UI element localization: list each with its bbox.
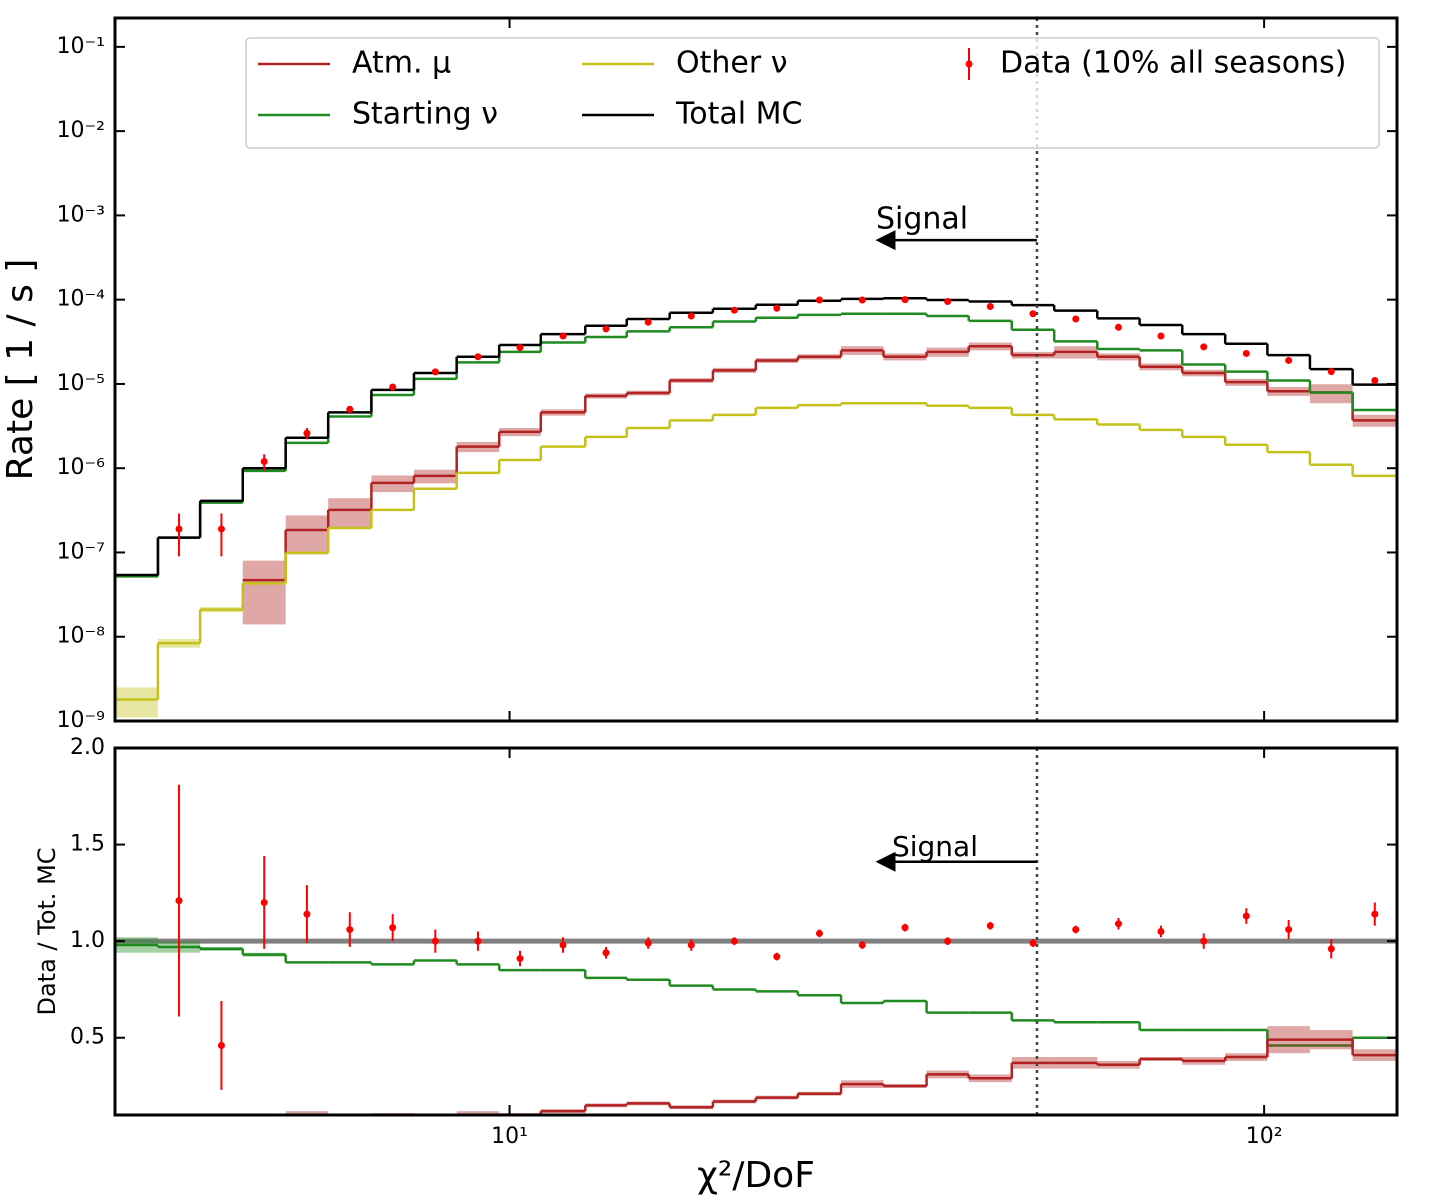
data-point [986, 302, 994, 310]
error-band [456, 1111, 500, 1115]
data-point [389, 924, 397, 932]
data-point [1029, 310, 1037, 318]
data-point [1072, 926, 1080, 934]
data-point [175, 897, 183, 905]
data-point [687, 312, 695, 320]
y-tick-label: 10⁻³ [57, 202, 105, 227]
data-point [1371, 376, 1379, 384]
data-point [431, 368, 439, 376]
error-band [242, 560, 286, 625]
data-point [815, 929, 823, 937]
legend-box [245, 37, 1380, 149]
y-tick-label: 10⁻¹ [57, 34, 105, 59]
error-band [115, 687, 158, 718]
data-point [1242, 912, 1250, 920]
data-point [644, 318, 652, 326]
plot-area [115, 784, 1397, 1120]
data-point [217, 525, 225, 533]
data-point [474, 353, 482, 361]
data-point [1114, 920, 1122, 928]
legend-label: Data (10% all seasons) [1000, 46, 1346, 81]
data-point [1157, 928, 1165, 935]
y-tick-label: 10⁻⁷ [57, 539, 105, 564]
data-point [858, 296, 866, 304]
y-axis-label: Rate [ 1 / s ] [0, 259, 41, 481]
data-point [901, 296, 909, 304]
data-point [602, 325, 610, 333]
annotation: Signal [892, 830, 978, 863]
x-tick-label: 10² [1246, 1124, 1283, 1149]
y-tick-label: 1.5 [70, 832, 105, 857]
y-axis-label: Data / Tot. MC [33, 847, 61, 1015]
data-point [1072, 315, 1080, 323]
legend-handle [965, 60, 973, 68]
error-band [414, 1117, 457, 1120]
axes-frame [113, 746, 1399, 1117]
data-point [217, 1041, 225, 1049]
error-band [328, 498, 372, 528]
data-point [559, 941, 567, 949]
y-tick-label: 1.0 [70, 928, 105, 953]
data-point [1327, 945, 1335, 953]
data-point [260, 458, 268, 466]
data-point [516, 955, 524, 963]
plot-area [115, 296, 1397, 718]
data-point [1242, 349, 1250, 357]
data-point [644, 939, 652, 947]
data-point [516, 344, 524, 352]
data-point [1029, 939, 1037, 947]
y-tick-label: 10⁻⁴ [57, 287, 106, 312]
data-point [858, 941, 866, 949]
data-point [730, 306, 738, 314]
legend-label: Atm. μ [352, 46, 451, 81]
data-point [1285, 356, 1293, 364]
data-point [1157, 332, 1165, 340]
data-point [1371, 910, 1379, 918]
x-axis-label: χ²/DoF [697, 1155, 815, 1196]
data-point [815, 296, 823, 304]
data-point [303, 429, 311, 437]
data-point [1285, 926, 1293, 934]
data-point [687, 941, 695, 949]
data-point [346, 926, 354, 934]
legend-label: Starting ν [352, 97, 498, 132]
data-point [1200, 937, 1208, 945]
y-tick-label: 10⁻⁹ [57, 708, 105, 733]
data-point [730, 937, 738, 945]
annotation: Signal [876, 202, 968, 237]
data-point [986, 922, 994, 930]
y-tick-label: 0.5 [70, 1025, 105, 1050]
data-point [303, 910, 311, 918]
data-point [602, 949, 610, 957]
data-point [1200, 343, 1208, 351]
data-point [1327, 368, 1335, 376]
y-tick-label: 2.0 [70, 735, 105, 760]
y-tick-label: 10⁻² [57, 118, 105, 143]
x-tick-label: 10¹ [491, 1124, 528, 1149]
data-point [1114, 323, 1122, 331]
legend-label: Other ν [676, 46, 787, 81]
data-point [474, 937, 482, 945]
data-point [773, 304, 781, 312]
data-point [260, 899, 268, 907]
data-point [559, 332, 567, 340]
data-point [944, 937, 952, 945]
error-band [285, 515, 329, 555]
data-point [175, 525, 183, 533]
y-tick-label: 10⁻⁶ [57, 455, 106, 480]
error-band [285, 1111, 329, 1115]
y-tick-label: 10⁻⁸ [57, 624, 106, 649]
data-point [901, 924, 909, 932]
legend-label: Total MC [675, 97, 802, 132]
data-point [346, 405, 354, 413]
data-point [773, 953, 781, 961]
data-point [944, 298, 952, 306]
axes-frame [113, 16, 1399, 723]
data-point [431, 937, 439, 945]
y-tick-label: 10⁻⁵ [57, 371, 105, 396]
data-point [389, 383, 397, 391]
